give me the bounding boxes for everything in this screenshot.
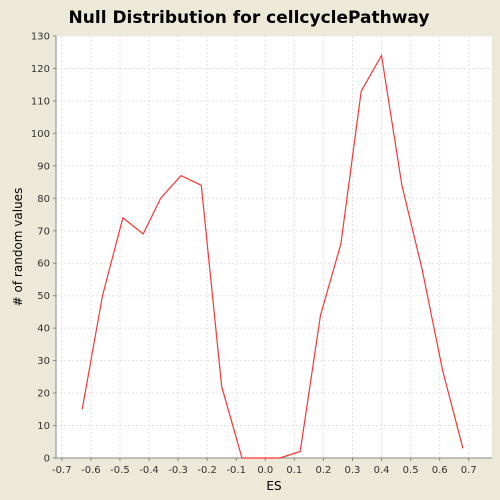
y-tick-label: 0 (44, 454, 50, 465)
y-tick-label: 10 (37, 421, 50, 432)
x-tick-label: 0.3 (345, 465, 361, 476)
data-point (421, 269, 423, 271)
plot-area (56, 36, 492, 458)
grid-lines (56, 35, 492, 459)
data-point (462, 447, 464, 449)
x-tick-label: 0.5 (403, 465, 419, 476)
data-point (360, 90, 362, 92)
data-point (160, 197, 162, 199)
data-point (279, 457, 281, 459)
data-point (381, 54, 383, 56)
x-tick-label: 0.7 (461, 465, 477, 476)
y-axis-title: # of random values (11, 188, 25, 307)
y-tick-label: 70 (37, 226, 50, 237)
y-tick-label: 50 (37, 291, 50, 302)
x-tick-label: -0.1 (226, 465, 246, 476)
y-tick-label: 80 (37, 194, 50, 205)
x-tick-label: 0.6 (432, 465, 448, 476)
x-tick-label: -0.6 (81, 465, 101, 476)
y-tick-label: 30 (37, 356, 50, 367)
data-point (142, 233, 144, 235)
chart-title: Null Distribution for cellcyclePathway (69, 8, 430, 28)
series-line (81, 53, 464, 459)
data-point (200, 184, 202, 186)
data-point (180, 175, 182, 177)
data-point (258, 457, 260, 459)
x-tick-label: -0.7 (52, 465, 72, 476)
y-tick-label: 130 (31, 32, 50, 43)
y-tick-label: 60 (37, 259, 50, 270)
y-tick-label: 110 (31, 96, 50, 107)
x-tick-label: -0.2 (197, 465, 217, 476)
data-point (241, 457, 243, 459)
x-tick-label: 0.1 (286, 465, 302, 476)
data-point (442, 369, 444, 371)
x-tick-label: -0.4 (139, 465, 159, 476)
data-point (401, 184, 403, 186)
x-tick-label: 0.2 (315, 465, 331, 476)
data-point (81, 408, 83, 410)
data-point (340, 243, 342, 245)
x-tick-label: 0.4 (374, 465, 390, 476)
x-axis-title: ES (266, 479, 281, 493)
x-tick-label: 0.0 (257, 465, 273, 476)
data-point (299, 451, 301, 453)
data-point (221, 386, 223, 388)
y-tick-label: 20 (37, 389, 50, 400)
y-tick-label: 100 (31, 129, 50, 140)
series-layer (81, 53, 464, 459)
y-tick-label: 90 (37, 161, 50, 172)
data-point (122, 217, 124, 219)
x-tick-label: -0.5 (110, 465, 130, 476)
x-tick-label: -0.3 (168, 465, 188, 476)
data-point (320, 314, 322, 316)
y-tick-label: 120 (31, 64, 50, 75)
data-point (102, 295, 104, 297)
y-tick-label: 40 (37, 324, 50, 335)
